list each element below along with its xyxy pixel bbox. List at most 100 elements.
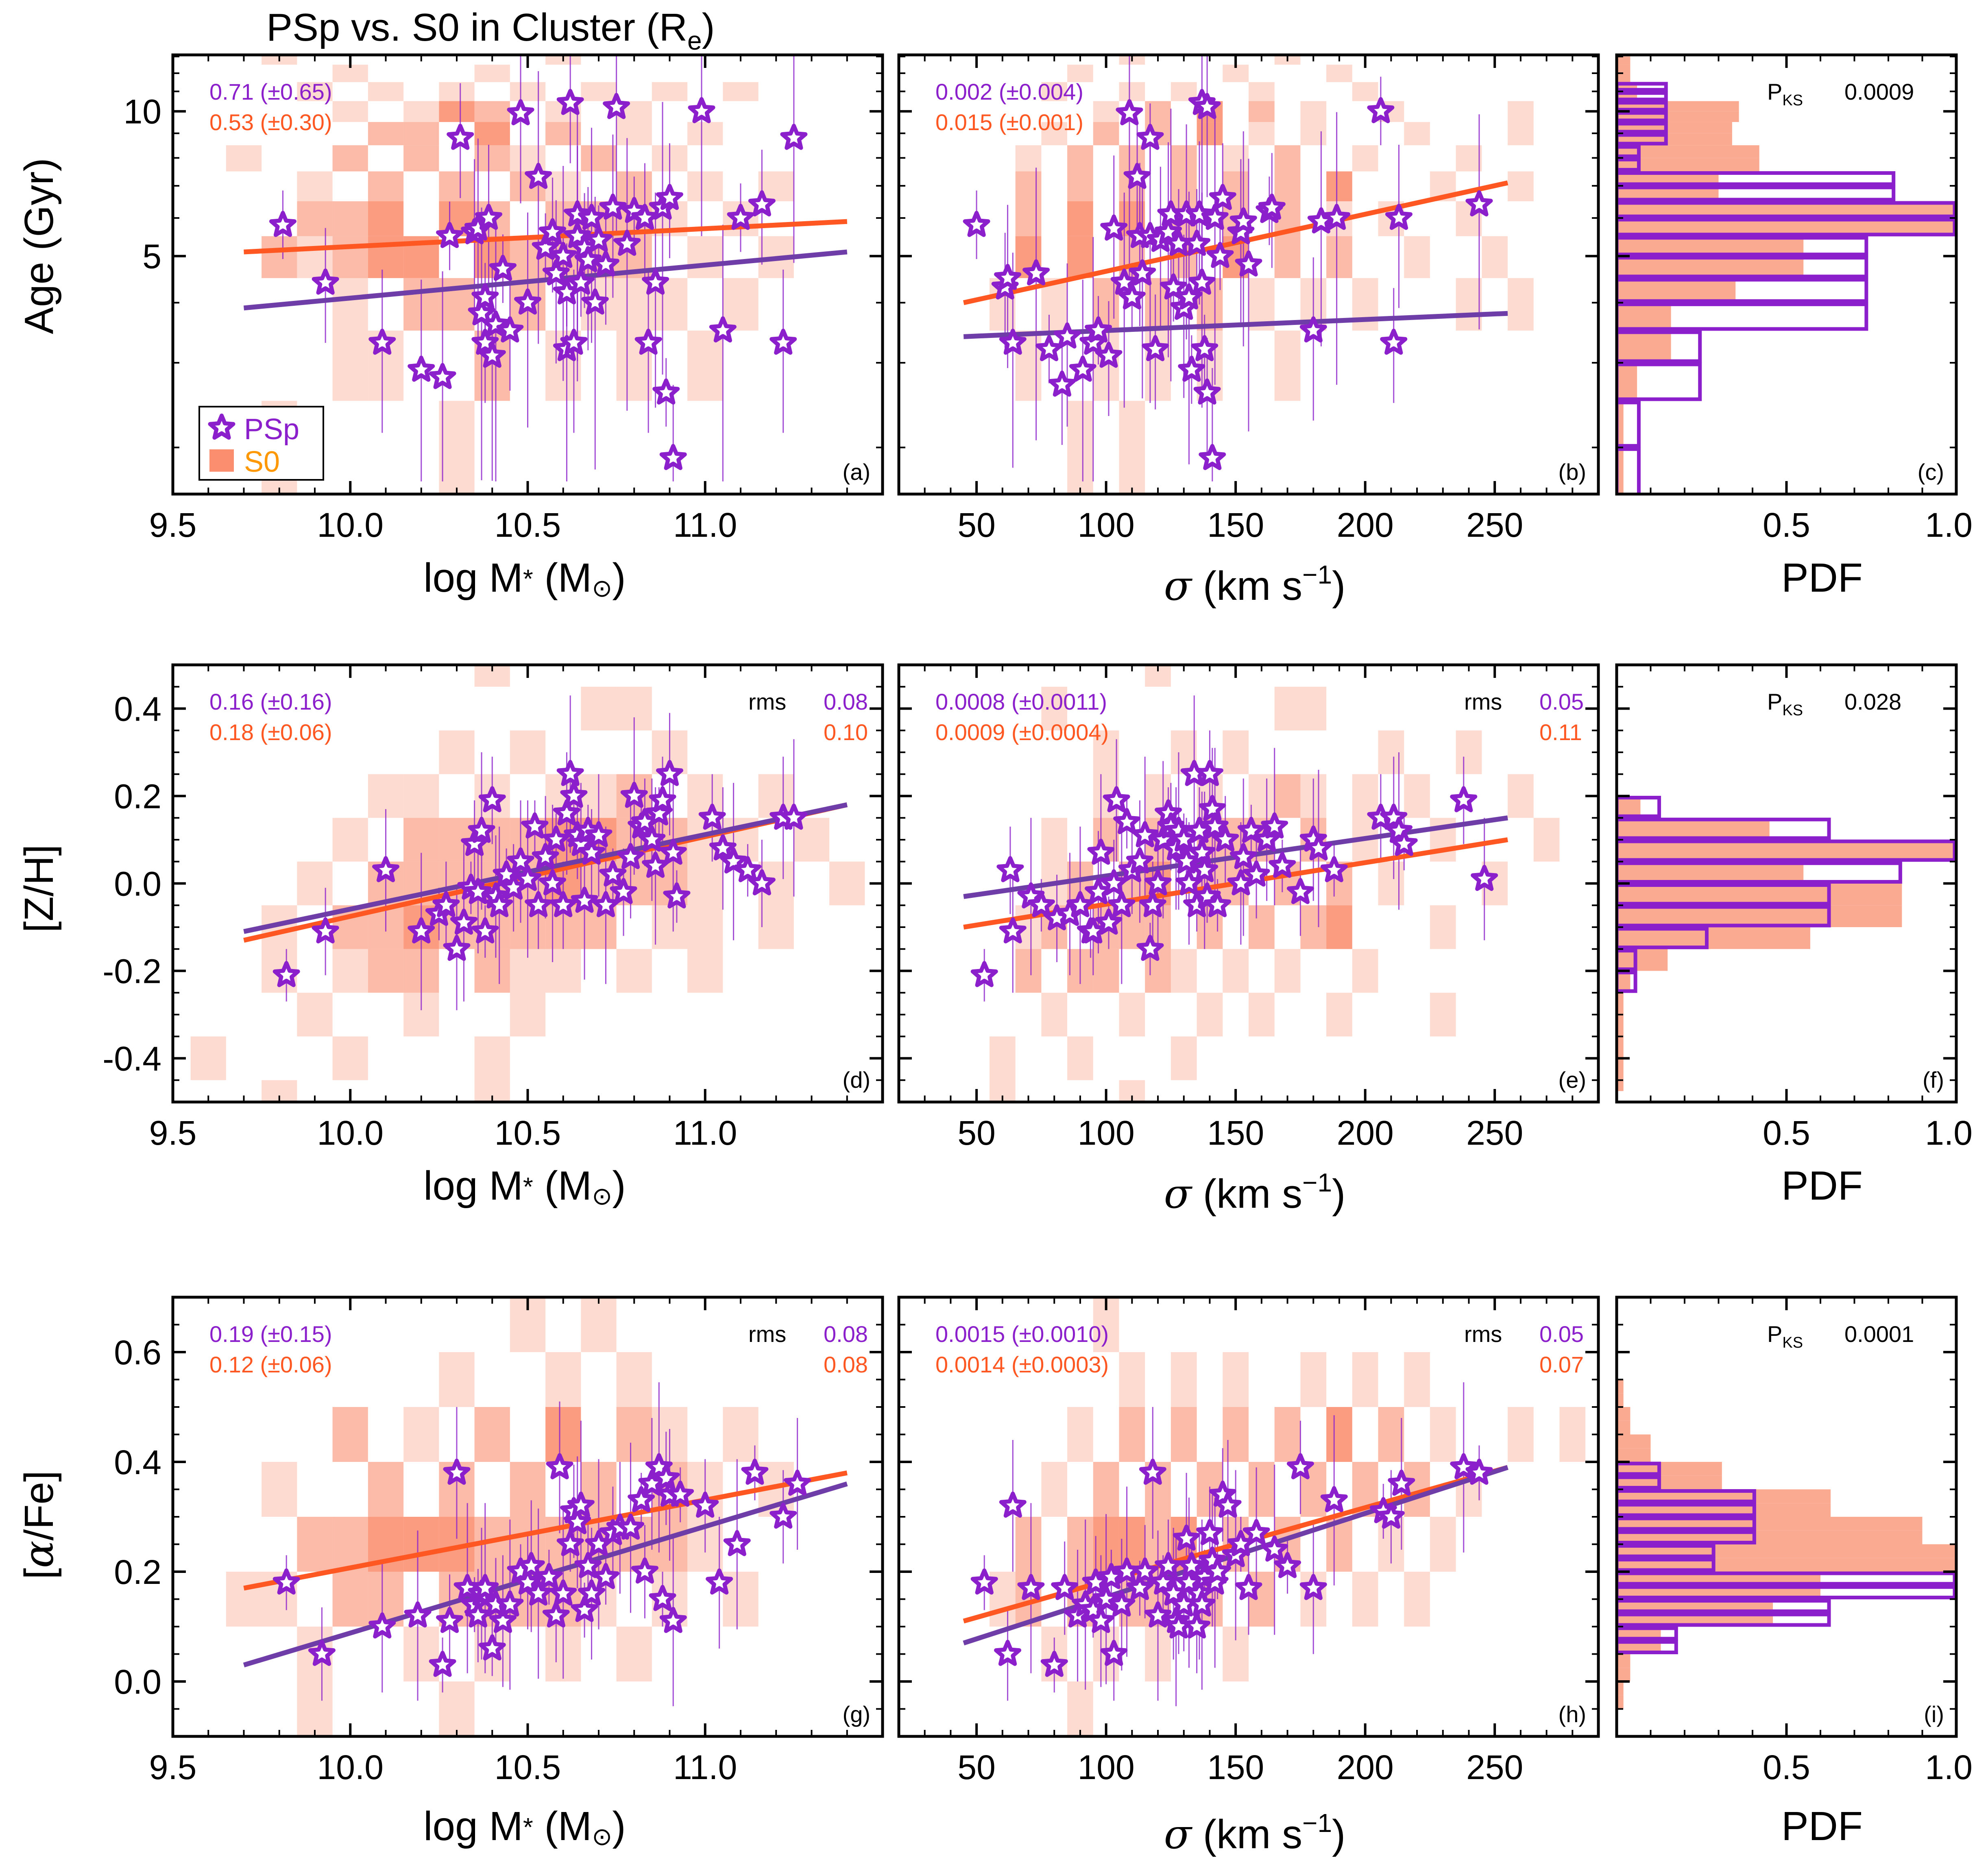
psp-star-point — [1450, 786, 1478, 812]
s0-density-cell — [1508, 278, 1534, 331]
psp-star-point — [628, 1486, 655, 1512]
s0-density-cell — [1093, 101, 1119, 122]
psp-pdf-bar — [1617, 1599, 1831, 1613]
s0-density-cell — [332, 101, 368, 122]
s0-density-cell — [403, 101, 439, 122]
psp-star-point — [592, 250, 619, 277]
s0-density-cell — [297, 1517, 333, 1572]
s0-density-cell — [581, 1297, 617, 1352]
s0-pdf-bar — [1617, 65, 1631, 74]
pks-p: P — [1767, 689, 1782, 714]
s0-pdf-bar — [1617, 73, 1631, 82]
panel-d: 0.16 (±0.16) 0.18 (±0.06) rms 0.08 0.10 9.5 10… — [102, 663, 884, 1152]
s0-pdf-bar — [1617, 1407, 1631, 1421]
s0-density-cell — [1300, 686, 1327, 731]
psp-star-point — [1087, 839, 1115, 865]
psp-star-point — [1193, 93, 1221, 119]
psp-star-point — [553, 799, 580, 825]
psp-star-point — [970, 1568, 998, 1595]
rms-label: rms — [748, 1321, 786, 1347]
x-axis-label-pdf-row2: PDF — [1781, 1163, 1863, 1209]
psp-star-point — [567, 268, 595, 295]
psp-star-point — [603, 93, 630, 119]
s0-density-cell — [1223, 145, 1249, 172]
panel-b: 0.002 (±0.004) 0.015 (±0.001) 50 100 150 200 2… — [897, 53, 1600, 544]
s0-density-cell — [403, 1407, 439, 1462]
psp-pdf-bar — [1617, 91, 1668, 102]
psp-star-point — [525, 891, 552, 917]
psp-pdf-bar — [1617, 839, 1956, 862]
s0-density-cell — [1093, 1462, 1119, 1517]
plot-area — [963, 55, 1534, 494]
s0-density-cell — [581, 145, 617, 172]
x-tick-label: 100 — [1078, 506, 1135, 544]
s0-pdf-bar — [1617, 1080, 1624, 1091]
psp-pdf-bar — [1617, 1612, 1831, 1627]
s0-density-cell — [1223, 1352, 1249, 1407]
s0-density-cell — [368, 1462, 404, 1517]
psp-star-point — [574, 246, 602, 272]
panels: 0.71 (±0.65) 0.53 (±0.30) 9.5 10.0 10.5 11.0 5… — [102, 53, 1973, 1786]
psp-star-point — [1258, 194, 1286, 220]
x-tick-label: 1.0 — [1925, 506, 1973, 544]
s0-pdf-bar — [1617, 905, 1902, 927]
pks-label: PKS — [1767, 1321, 1803, 1351]
psp-star-point — [312, 268, 339, 295]
psp-star-point — [1100, 869, 1128, 895]
psp-star-point — [1022, 259, 1050, 285]
x-tick-label: 11.0 — [673, 1748, 737, 1786]
s0-density-cell — [1249, 82, 1275, 101]
psp-pdf-bar — [1617, 122, 1668, 134]
s0-pdf-bar — [1617, 330, 1671, 363]
s0-density-cell — [1456, 730, 1482, 774]
s0-density-cell — [403, 145, 439, 172]
s0-density-cell — [687, 236, 723, 278]
panel-label: (a) — [843, 459, 870, 485]
rms-label: rms — [1464, 689, 1502, 714]
psp-pdf-bar — [1617, 1530, 1756, 1544]
s0-density-cell — [332, 949, 368, 993]
s0-density-cell — [439, 101, 475, 122]
psp-star-point — [613, 229, 641, 256]
psp-star-point — [748, 190, 776, 217]
psp-star-point — [1465, 190, 1493, 217]
s0-density-cell — [1197, 122, 1223, 146]
s0-density-cell — [1015, 145, 1042, 172]
s0-density-cell — [1404, 1572, 1430, 1627]
x-tick-label: 0.5 — [1763, 506, 1810, 544]
s0-density-cell — [1404, 1352, 1430, 1407]
plot-area — [190, 665, 865, 1102]
psp-pdf-bar — [1617, 1461, 1661, 1476]
psp-star-point — [556, 89, 584, 115]
psp-star-point — [649, 1585, 676, 1611]
s0-density-cell — [1119, 1352, 1145, 1407]
x-tick-label: 50 — [957, 1114, 995, 1152]
psp-star-point — [1144, 869, 1172, 895]
psp-slope-text: 0.0008 (±0.0011) — [935, 689, 1107, 714]
s0-pdf-bar — [1617, 256, 1804, 278]
s0-density-cell — [989, 1036, 1016, 1080]
psp-star-point — [436, 1607, 464, 1633]
s0-density-cell — [1326, 993, 1352, 1037]
psp-star-point — [1118, 283, 1146, 309]
x-tick-label: 150 — [1207, 1114, 1264, 1152]
psp-pdf-bar — [1617, 817, 1831, 840]
psp-star-point — [272, 1568, 300, 1595]
psp-star-point — [780, 804, 808, 830]
s0-density-cell — [581, 686, 617, 731]
s0-density-cell — [1326, 905, 1352, 949]
psp-pdf-bar — [1617, 905, 1831, 928]
s0-density-cell — [403, 774, 439, 818]
psp-star-point — [709, 316, 737, 343]
s0-density-cell — [262, 1462, 297, 1517]
s0-density-cell — [581, 82, 617, 101]
psp-star-point — [471, 283, 499, 309]
psp-pdf-bar — [1617, 1475, 1661, 1490]
y-tick-label: 5 — [142, 237, 161, 276]
s0-density-cell — [1119, 145, 1145, 172]
s0-density-cell — [368, 201, 404, 236]
psp-pdf-bar — [1617, 157, 1641, 172]
plot-area — [226, 55, 848, 494]
psp-star-point — [652, 1464, 680, 1490]
legend-s0-swatch — [209, 449, 234, 472]
